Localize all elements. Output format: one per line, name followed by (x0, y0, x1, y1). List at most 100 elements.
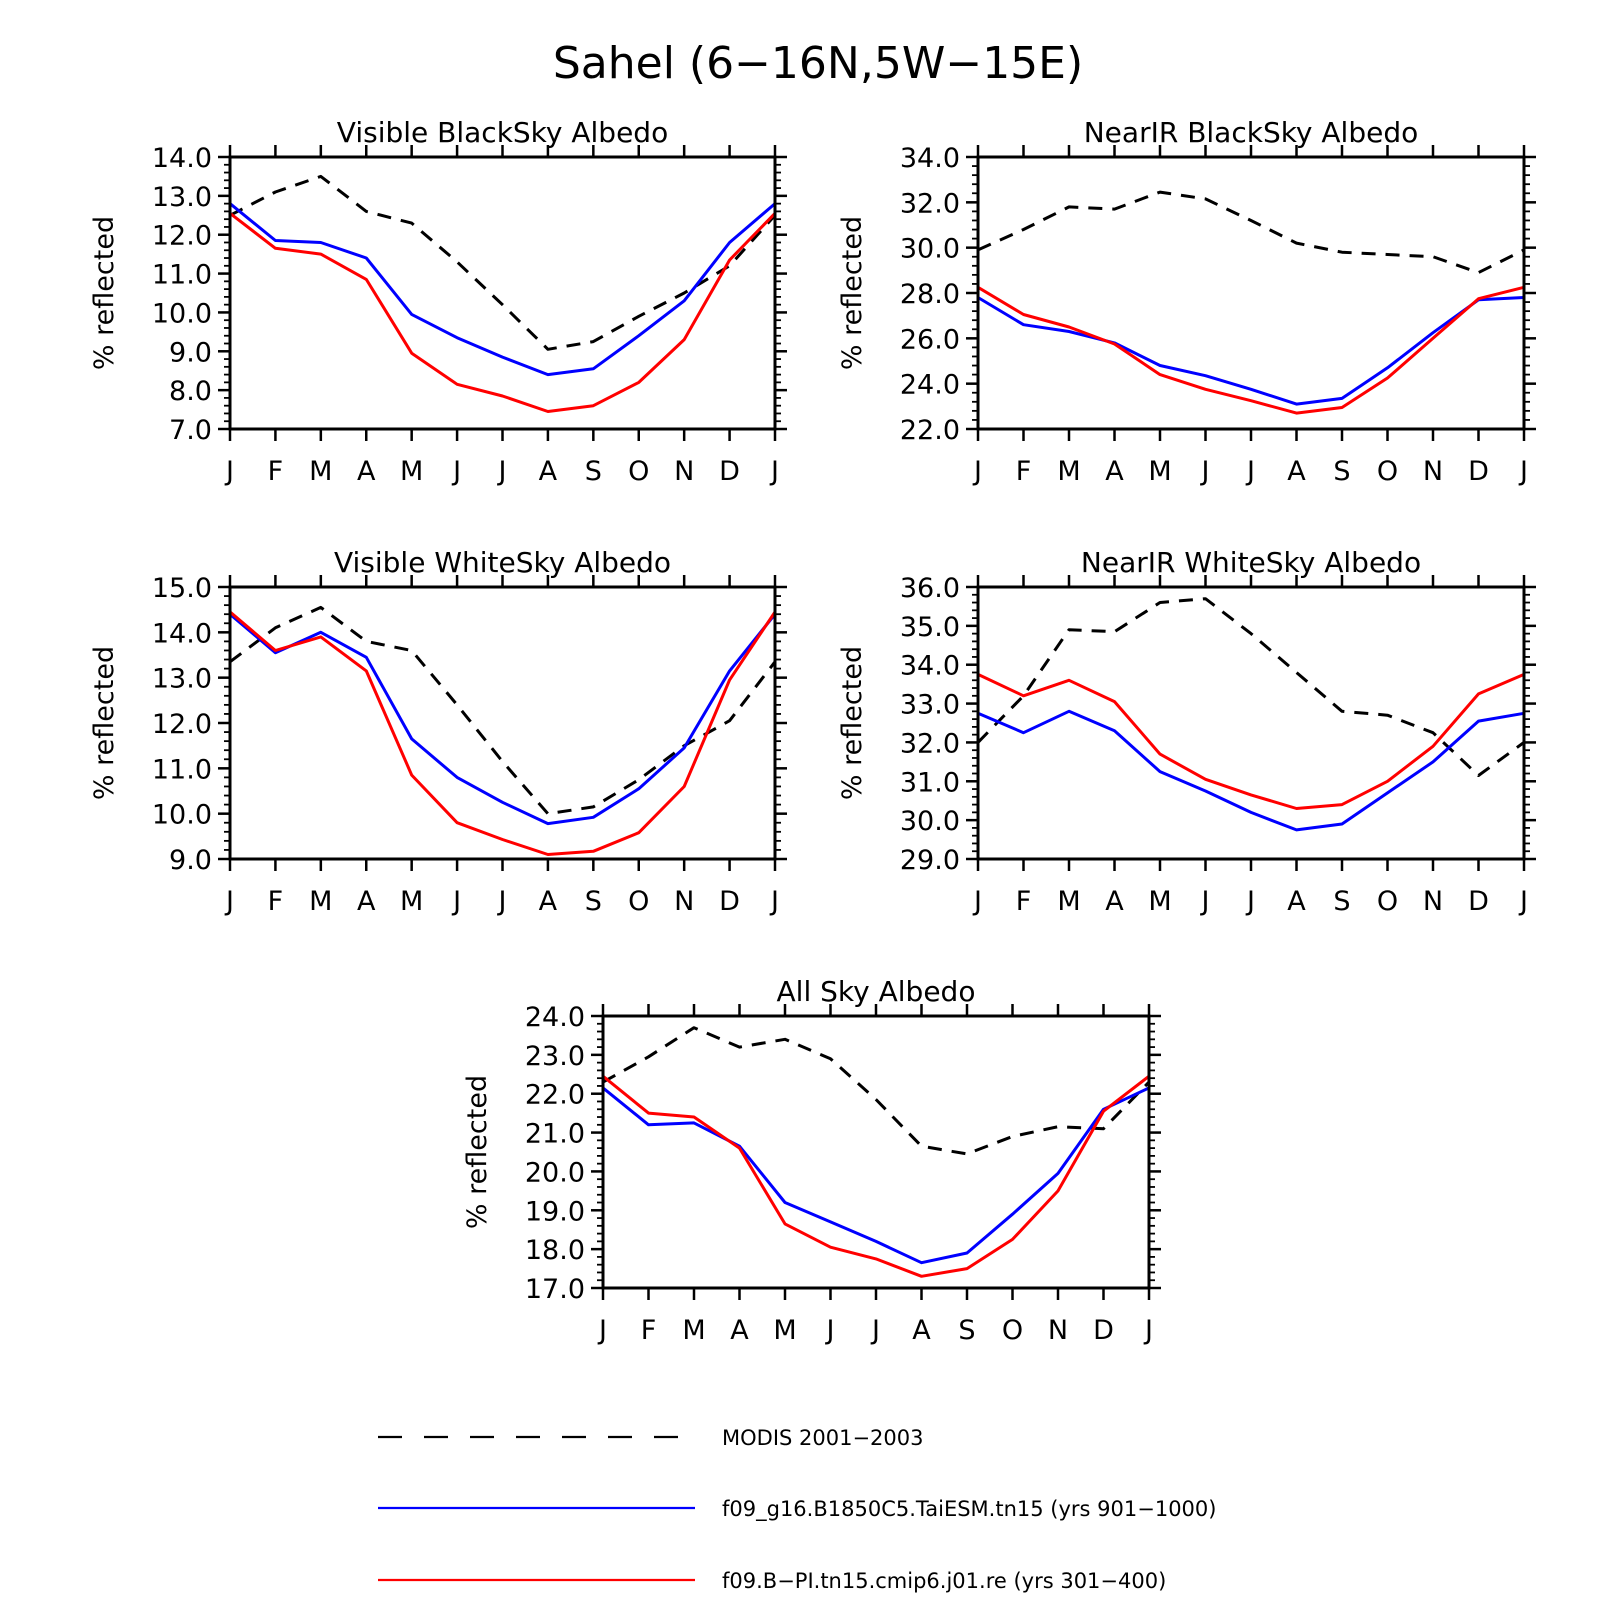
x-tick-label: J (497, 886, 507, 917)
y-tick-label: 35.0 (900, 612, 960, 643)
x-tick-label: F (268, 456, 284, 487)
x-tick-label: J (972, 886, 982, 917)
x-tick-label: J (769, 456, 779, 487)
x-tick-label: J (1143, 1315, 1153, 1346)
x-tick-label: J (497, 456, 507, 487)
x-tick-label: O (1002, 1315, 1023, 1346)
series-line-cmip6 (977, 673, 1525, 810)
y-tick-label: 11.0 (152, 260, 212, 291)
x-tick-label: F (1016, 886, 1032, 917)
series-line-cmip6 (229, 610, 777, 856)
plot-frame (976, 155, 1526, 431)
x-tick-label: D (1093, 1315, 1114, 1346)
x-tick-label: M (309, 886, 332, 917)
x-tick-label: A (1105, 886, 1124, 917)
x-tick-label: J (597, 1315, 607, 1346)
x-tick-label: J (1518, 886, 1528, 917)
x-tick-label: S (1333, 456, 1350, 487)
x-tick-label: J (451, 456, 461, 487)
x-tick-label: N (674, 456, 694, 487)
y-axis-label: % reflected (89, 216, 120, 370)
panel-title: NearIR BlackSky Albedo (1084, 116, 1419, 149)
x-tick-label: S (958, 1315, 975, 1346)
x-tick-label: M (1057, 456, 1080, 487)
x-tick-label: D (719, 456, 740, 487)
y-tick-label: 24.0 (900, 370, 960, 401)
series-line-taiesm (229, 613, 777, 826)
y-tick-label: 22.0 (525, 1080, 585, 1111)
x-tick-label: D (1468, 456, 1489, 487)
y-axis-label: % reflected (462, 1075, 493, 1229)
legend: MODIS 2001−2003 f09_g16.B1850C5.TaiESM.tn… (378, 1426, 1216, 1593)
y-tick-label: 30.0 (900, 234, 960, 265)
x-tick-label: J (1245, 886, 1255, 917)
y-tick-label: 22.0 (900, 415, 960, 446)
x-tick-label: J (870, 1315, 880, 1346)
series-line-taiesm (977, 709, 1525, 832)
x-tick-label: J (224, 886, 234, 917)
panel-title: Visible BlackSky Albedo (337, 116, 668, 149)
y-axis-label: % reflected (837, 216, 868, 370)
y-tick-label: 12.0 (152, 221, 212, 252)
series-line-taiesm (229, 202, 776, 377)
x-tick-label: F (268, 886, 284, 917)
x-tick-label: J (825, 1315, 835, 1346)
y-tick-label: 7.0 (169, 415, 212, 446)
legend-label-modis: MODIS 2001−2003 (722, 1426, 924, 1450)
series-line-cmip6 (229, 212, 777, 413)
x-tick-label: M (1148, 886, 1171, 917)
y-tick-label: 13.0 (152, 182, 212, 213)
x-tick-label: J (1518, 456, 1528, 487)
y-tick-label: 20.0 (525, 1157, 585, 1188)
y-tick-label: 28.0 (900, 279, 960, 310)
x-tick-label: S (1333, 886, 1350, 917)
x-tick-label: M (1057, 886, 1080, 917)
y-tick-label: 30.0 (900, 806, 960, 837)
x-tick-label: D (1468, 886, 1489, 917)
x-tick-label: N (674, 886, 694, 917)
y-tick-label: 10.0 (152, 298, 212, 329)
x-tick-label: J (769, 886, 779, 917)
y-tick-label: 19.0 (525, 1196, 585, 1227)
x-tick-label: A (912, 1315, 931, 1346)
series-line-modis (977, 190, 1525, 275)
x-tick-label: S (585, 456, 602, 487)
plot-frame (601, 1014, 1151, 1290)
plot-frame (228, 585, 777, 861)
y-tick-label: 14.0 (152, 143, 212, 174)
x-tick-label: A (1287, 886, 1306, 917)
figure-title: Sahel (6−16N,5W−15E) (553, 38, 1083, 89)
panel-title: All Sky Albedo (777, 975, 976, 1008)
series-line-modis (229, 174, 777, 351)
y-axis-label: % reflected (89, 646, 120, 800)
y-tick-label: 8.0 (169, 376, 212, 407)
x-tick-label: J (451, 886, 461, 917)
plot-frame (976, 585, 1526, 861)
x-tick-label: A (1105, 456, 1124, 487)
x-tick-label: A (730, 1315, 749, 1346)
y-tick-label: 34.0 (900, 143, 960, 174)
series-line-cmip6 (977, 285, 1525, 415)
y-tick-label: 18.0 (525, 1235, 585, 1266)
x-tick-label: M (309, 456, 332, 487)
y-tick-label: 23.0 (525, 1041, 585, 1072)
x-tick-label: J (1245, 456, 1255, 487)
y-tick-label: 17.0 (525, 1274, 585, 1305)
x-tick-label: J (1200, 886, 1210, 917)
y-tick-label: 34.0 (900, 651, 960, 682)
series-line-cmip6 (602, 1075, 1150, 1278)
legend-label-cmip6: f09.B−PI.tn15.cmip6.j01.re (yrs 301−400) (722, 1569, 1166, 1593)
x-tick-label: D (719, 886, 740, 917)
legend-label-taiesm: f09_g16.B1850C5.TaiESM.tn15 (yrs 901−100… (722, 1497, 1216, 1522)
y-tick-label: 21.0 (525, 1119, 585, 1150)
x-tick-label: O (628, 886, 649, 917)
x-tick-label: S (585, 886, 602, 917)
series-line-taiesm (977, 296, 1525, 406)
y-tick-label: 32.0 (900, 728, 960, 759)
y-tick-label: 12.0 (152, 709, 212, 740)
